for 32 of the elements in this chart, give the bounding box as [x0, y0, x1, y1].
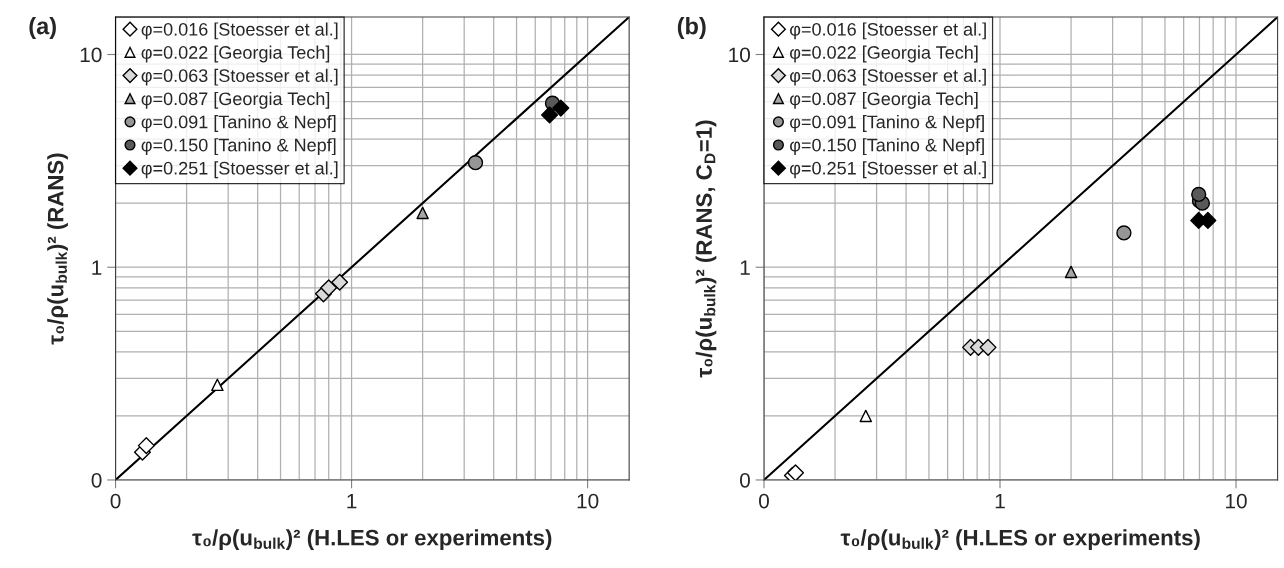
x-tick-label: 10: [1226, 493, 1247, 509]
y-axis-title: τ₀/ρ(u$_{bulk}$)² (RANS): [47, 153, 68, 345]
legend-label: φ=0.022 [Georgia Tech]: [141, 45, 330, 63]
y-tick-label: 1: [740, 260, 750, 275]
legend-label: φ=0.091 [Tanino & Nepf]: [790, 115, 984, 132]
y-tick-label: 10: [729, 47, 750, 63]
y-tick-label: 10: [80, 47, 102, 63]
y-axis-title: τ₀/ρ(u$_{bulk}$)² (RANS, C$_{D}$=1): [695, 120, 717, 378]
legend-label: φ=0.016 [Stoesser et al.]: [790, 22, 986, 40]
legend-label: φ=0.063 [Stoesser et al.]: [141, 68, 338, 86]
x-tick-label: 1: [995, 493, 1005, 509]
legend-label: φ=0.251 [Stoesser et al.]: [790, 161, 986, 179]
x-tick-label: 0: [110, 493, 121, 509]
x-tick-label: 0: [759, 493, 769, 509]
legend-label: φ=0.091 [Tanino & Nepf]: [141, 115, 336, 132]
legend-label: φ=0.150 [Tanino & Nepf]: [790, 138, 984, 156]
x-tick-label: 10: [577, 493, 599, 509]
legend-label: φ=0.087 [Georgia Tech]: [141, 91, 330, 109]
legend-label: φ=0.016 [Stoesser et al.]: [141, 22, 338, 40]
legend-label: φ=0.087 [Georgia Tech]: [790, 91, 978, 109]
chart-title: (a): [29, 17, 56, 40]
x-axis-title: τ₀/ρ(u$_{bulk}$)² (H.LES or experiments): [192, 529, 552, 550]
x-tick-label: 1: [347, 493, 357, 509]
y-tick-label: 0: [91, 472, 102, 488]
legend-label: φ=0.251 [Stoesser et al.]: [141, 161, 338, 179]
legend-label: φ=0.022 [Georgia Tech]: [790, 45, 978, 63]
legend-label: φ=0.150 [Tanino & Nepf]: [141, 138, 336, 156]
y-tick-label: 0: [740, 472, 750, 488]
x-axis-title: τ₀/ρ(u$_{bulk}$)² (H.LES or experiments): [840, 529, 1200, 550]
y-tick-label: 1: [92, 260, 102, 275]
legend-label: φ=0.063 [Stoesser et al.]: [790, 68, 986, 86]
chart-title: (b): [677, 17, 706, 40]
